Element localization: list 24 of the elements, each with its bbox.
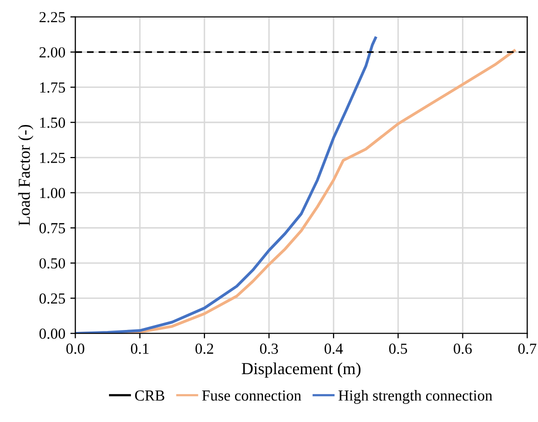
x-tick-label: 0.0 bbox=[66, 344, 84, 354]
legend-label: High strength connection bbox=[338, 390, 492, 404]
x-tick-label: 0.4 bbox=[324, 344, 343, 354]
x-axis-title: Displacement (m) bbox=[242, 362, 360, 378]
y-tick-label: 1.75 bbox=[40, 82, 65, 93]
y-tick-label: 1.25 bbox=[40, 152, 65, 164]
y-tick-label: 0.50 bbox=[39, 258, 66, 269]
y-tick-label: 2.25 bbox=[40, 12, 65, 22]
y-tick-label: 0.75 bbox=[39, 223, 65, 234]
x-tick-label: 0.2 bbox=[195, 344, 214, 354]
x-tick-label: 0.7 bbox=[518, 344, 536, 354]
legend-label: CRB bbox=[135, 390, 164, 401]
y-tick-label: 0.00 bbox=[39, 328, 66, 339]
legend-label: Fuse connection bbox=[202, 390, 302, 401]
y-tick-label: 1.00 bbox=[40, 188, 66, 198]
y-tick-label: 2.00 bbox=[40, 47, 66, 58]
line-series bbox=[75, 36, 377, 334]
x-tick-label: 0.3 bbox=[260, 344, 278, 354]
x-tick-label: 0.5 bbox=[389, 344, 408, 354]
y-axis-title: Load Factor (-) bbox=[18, 124, 34, 226]
y-tick-label: 0.25 bbox=[39, 293, 65, 304]
x-tick-label: 0.1 bbox=[130, 344, 149, 354]
x-tick-label: 0.6 bbox=[454, 344, 472, 354]
y-tick-label: 1.50 bbox=[40, 118, 66, 128]
